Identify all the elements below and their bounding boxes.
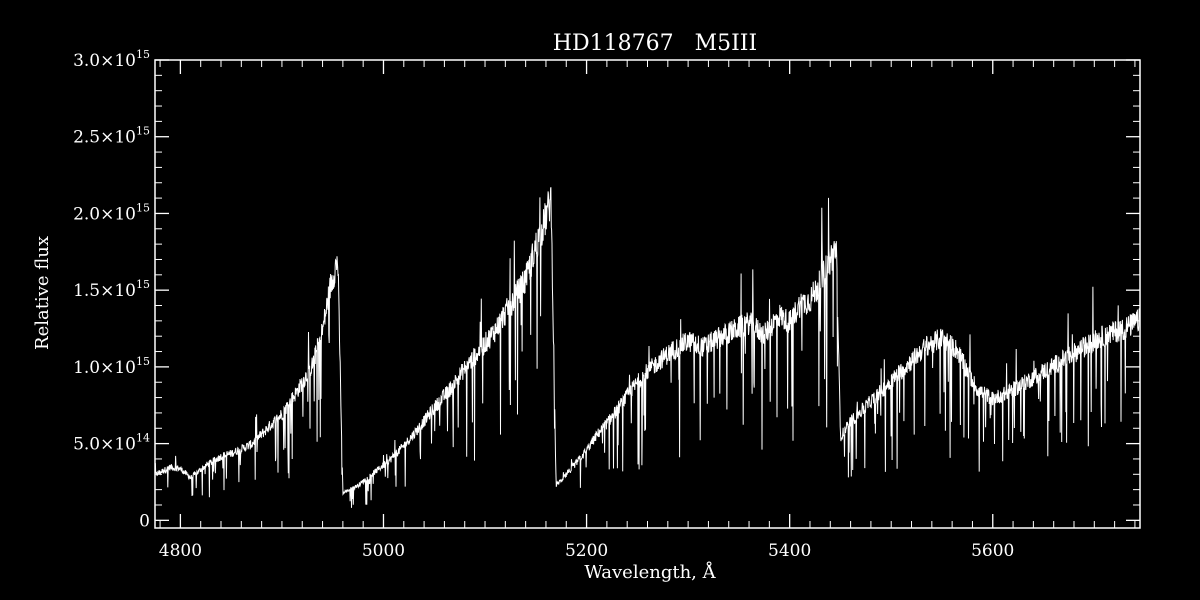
y-tick-label: 1.5×1015 (73, 278, 150, 301)
y-tick-label: 5.0×1014 (73, 432, 150, 455)
x-axis-label: Wavelength, Å (584, 561, 716, 583)
y-tick-label: 3.0×1015 (73, 48, 150, 71)
plot-area: 4800 5000 5200 5400 5600 0 5.0×1014 1.0×1015 1.5… (73, 48, 1141, 561)
x-tick-label: 5200 (565, 541, 608, 561)
x-tick-label: 5400 (768, 541, 811, 561)
y-tick-label: 2.5×1015 (73, 125, 150, 148)
y-tick-label: 1.0×1015 (73, 355, 150, 378)
y-tick-label: 0 (139, 511, 150, 531)
spectrum-line (154, 187, 1141, 508)
x-tick-label: 5600 (971, 541, 1014, 561)
x-tick-label: 5000 (362, 541, 405, 561)
y-axis-label: Relative flux (32, 236, 53, 350)
chart-title: HD118767 M5III (553, 31, 757, 56)
y-tick-label: 2.0×1015 (73, 201, 150, 224)
x-tick-label: 4800 (159, 541, 202, 561)
